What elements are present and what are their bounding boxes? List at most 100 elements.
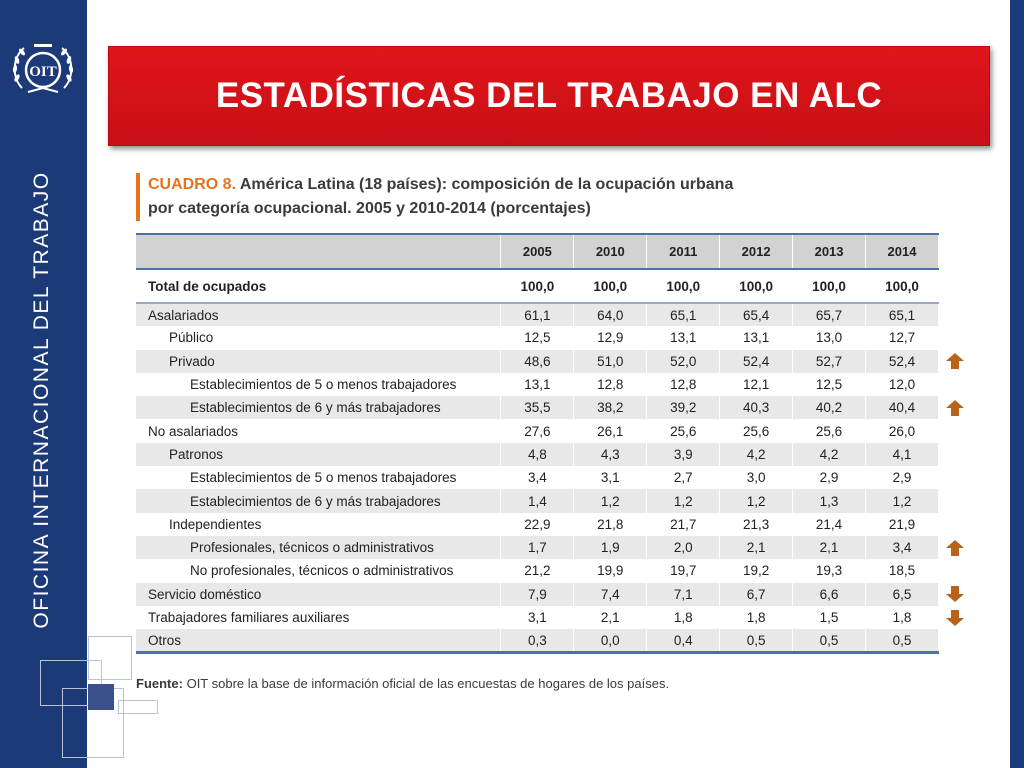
- cell-value: 3,4: [500, 466, 575, 490]
- cell-value: 52,4: [719, 349, 794, 373]
- cell-value: 100,0: [500, 269, 575, 304]
- cell-value: 3,1: [573, 466, 648, 490]
- arrow-down-icon: [946, 609, 964, 626]
- cell-value: 25,6: [646, 419, 721, 443]
- table-row: Privado 48,6 51,0 52,0 52,4 52,7 52,4: [136, 349, 939, 373]
- cell-value: 21,8: [573, 512, 648, 536]
- source-text: OIT sobre la base de información oficial…: [186, 676, 670, 691]
- cell-value: 61,1: [500, 303, 575, 327]
- row-label: Patronos: [136, 442, 502, 467]
- table-row: Independientes 22,9 21,8 21,7 21,3 21,4 21,9: [136, 512, 939, 536]
- cell-value: 1,2: [573, 489, 648, 513]
- row-label: No profesionales, técnicos o administrat…: [136, 559, 502, 583]
- cell-value: 35,5: [500, 396, 575, 420]
- cell-value: 4,2: [719, 442, 794, 467]
- cell-value: 40,3: [719, 396, 794, 420]
- cell-value: 100,0: [865, 269, 939, 304]
- table-row: Asalariados 61,1 64,0 65,1 65,4 65,7 65,1: [136, 303, 939, 327]
- right-edge-band: [1010, 0, 1024, 768]
- cell-value: 1,4: [500, 489, 575, 513]
- row-label: Establecimientos de 5 o menos trabajador…: [136, 466, 502, 490]
- cell-value: 65,7: [792, 303, 867, 327]
- caption-label: CUADRO 8.: [148, 176, 237, 193]
- cell-value: 1,3: [792, 489, 867, 513]
- cell-value: 19,7: [646, 559, 721, 583]
- cell-value: 1,9: [573, 535, 648, 560]
- cell-value: 6,5: [865, 582, 939, 606]
- header-year: 2010: [573, 233, 648, 270]
- cell-value: 52,0: [646, 349, 721, 373]
- cell-value: 13,1: [500, 372, 575, 397]
- cell-value: 19,3: [792, 559, 867, 583]
- cell-value: 100,0: [573, 269, 648, 304]
- cell-value: 65,4: [719, 303, 794, 327]
- row-label: Establecimientos de 6 y más trabajadores: [136, 396, 502, 420]
- cell-value: 3,4: [865, 535, 939, 560]
- cell-value: 25,6: [719, 419, 794, 443]
- source-note: Fuente: OIT sobre la base de información…: [136, 676, 669, 691]
- cell-value: 65,1: [646, 303, 721, 327]
- row-label: No asalariados: [136, 419, 502, 443]
- cell-value: 25,6: [792, 419, 867, 443]
- decor-square: [88, 636, 132, 680]
- table-row: Trabajadores familiares auxiliares 3,1 2,1…: [136, 605, 939, 630]
- cell-value: 22,9: [500, 512, 575, 536]
- row-label: Otros: [136, 629, 502, 654]
- cell-value: 7,9: [500, 582, 575, 606]
- cell-value: 26,0: [865, 419, 939, 443]
- arrow-down-icon: [946, 586, 964, 603]
- cell-value: 21,4: [792, 512, 867, 536]
- table-row: No profesionales, técnicos o administrat…: [136, 559, 939, 583]
- cell-value: 3,1: [500, 605, 575, 630]
- cell-value: 26,1: [573, 419, 648, 443]
- table-row: Total de ocupados 100,0 100,0 100,0 100,0 100…: [136, 269, 939, 304]
- header-year: 2005: [500, 233, 575, 270]
- cell-value: 12,8: [573, 372, 648, 397]
- cell-value: 0,3: [500, 629, 575, 654]
- left-sidebar-band: OIT OFICINA INTERNACIONAL DEL TRABAJO: [0, 0, 87, 768]
- cell-value: 12,7: [865, 326, 939, 350]
- cell-value: 13,1: [646, 326, 721, 350]
- arrow-up-icon: [946, 399, 964, 416]
- table-row: Establecimientos de 6 y más trabajadores…: [136, 396, 939, 420]
- cell-value: 1,2: [719, 489, 794, 513]
- cell-value: 65,1: [865, 303, 939, 327]
- cell-value: 2,0: [646, 535, 721, 560]
- table-row: Servicio doméstico 7,9 7,4 7,1 6,7 6,6 6,5: [136, 582, 939, 606]
- cell-value: 0,5: [719, 629, 794, 654]
- cell-value: 4,3: [573, 442, 648, 467]
- header-year: 2014: [865, 233, 939, 270]
- cell-value: 21,3: [719, 512, 794, 536]
- caption-line-1: América Latina (18 países): composición …: [239, 176, 734, 193]
- table-row: Otros 0,3 0,0 0,4 0,5 0,5 0,5: [136, 629, 939, 654]
- caption-line-2: por categoría ocupacional. 2005 y 2010-2…: [148, 200, 591, 217]
- cell-value: 19,9: [573, 559, 648, 583]
- caption-accent-bar: [136, 173, 140, 221]
- decor-square: [40, 660, 102, 706]
- row-label: Público: [136, 326, 502, 350]
- cell-value: 1,2: [646, 489, 721, 513]
- cell-value: 3,0: [719, 466, 794, 490]
- row-label: Privado: [136, 349, 502, 373]
- cell-value: 2,9: [865, 466, 939, 490]
- cell-value: 19,2: [719, 559, 794, 583]
- cell-value: 51,0: [573, 349, 648, 373]
- cell-value: 21,7: [646, 512, 721, 536]
- header-year: 2012: [719, 233, 794, 270]
- cell-value: 4,2: [792, 442, 867, 467]
- cell-value: 40,2: [792, 396, 867, 420]
- row-label: Establecimientos de 5 o menos trabajador…: [136, 372, 502, 397]
- table-row: Establecimientos de 5 o menos trabajador…: [136, 466, 939, 490]
- cell-value: 13,0: [792, 326, 867, 350]
- decor-filled-square: [88, 684, 114, 710]
- cell-value: 12,0: [865, 372, 939, 397]
- table-row: No asalariados 27,6 26,1 25,6 25,6 25,6 26,0: [136, 419, 939, 443]
- cell-value: 0,0: [573, 629, 648, 654]
- row-label: Trabajadores familiares auxiliares: [136, 605, 502, 630]
- cell-value: 21,2: [500, 559, 575, 583]
- cell-value: 12,1: [719, 372, 794, 397]
- cell-value: 39,2: [646, 396, 721, 420]
- header-year: 2013: [792, 233, 867, 270]
- row-label: Profesionales, técnicos o administrativo…: [136, 535, 502, 560]
- cell-value: 12,5: [792, 372, 867, 397]
